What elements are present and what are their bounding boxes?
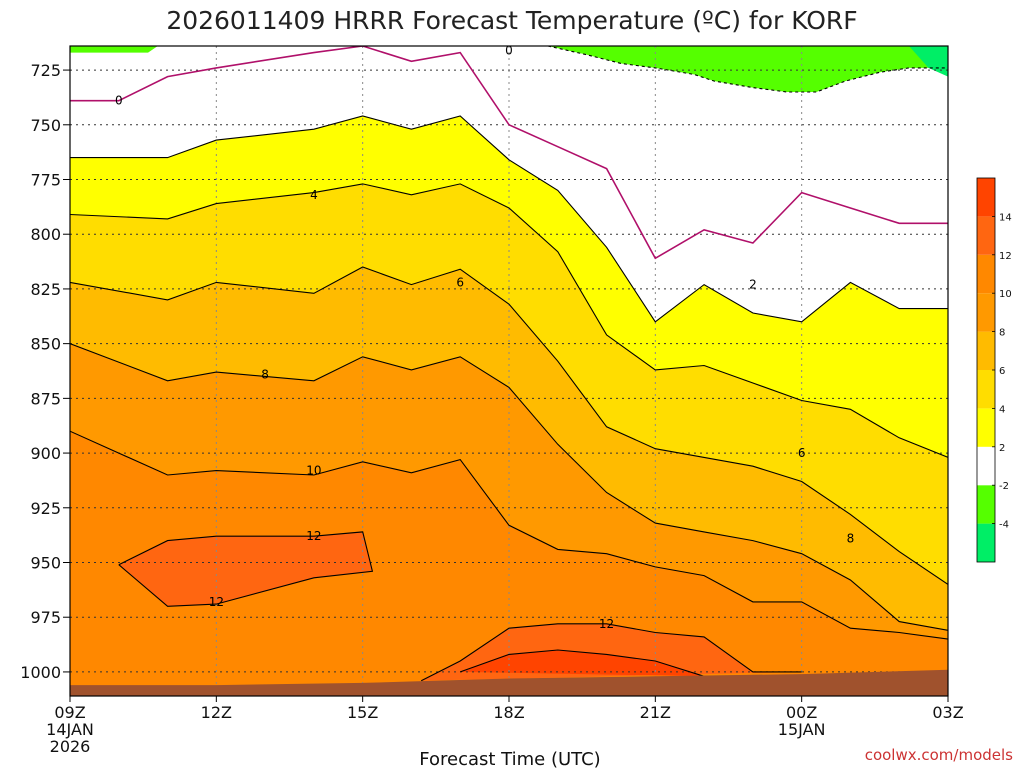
x-tick-label-5-1: 15JAN bbox=[778, 720, 826, 739]
colorbar-label-1: -2 bbox=[999, 481, 1009, 492]
colorbar-swatch-0 bbox=[977, 523, 995, 562]
colorbar-label-6: 10 bbox=[999, 289, 1012, 300]
contour-line-0-1 bbox=[70, 46, 948, 260]
contour-lines: 0 0 4 6 2 8 6 10 8 12 12 12 bbox=[70, 43, 948, 682]
x-tick-label-4-0: 21Z bbox=[640, 703, 671, 722]
colorbar-label-4: 6 bbox=[999, 366, 1005, 377]
ground-mask bbox=[70, 669, 948, 696]
contour-line-14-9 bbox=[460, 649, 705, 677]
contour-label-8: 8 bbox=[847, 531, 855, 545]
x-tick-label-0-2: 2026 bbox=[50, 737, 91, 756]
y-tick-label-775: 775 bbox=[30, 171, 61, 190]
colorbar-label-7: 12 bbox=[999, 251, 1012, 262]
contour-label-7: 10 bbox=[306, 464, 321, 478]
colorbar-label-3: 4 bbox=[999, 404, 1005, 415]
colorbar-label-5: 8 bbox=[999, 328, 1005, 339]
y-tick-label-1000: 1000 bbox=[20, 663, 61, 682]
colorbar-legend: -4 -2 2 4 6 8 10 12 14 bbox=[976, 177, 1012, 563]
colorbar-label-8: 14 bbox=[999, 212, 1012, 223]
contour-label-5: 8 bbox=[261, 367, 269, 381]
axes: 725750775800825850875900925950975100009Z… bbox=[20, 45, 964, 756]
colorbar-label-2: 2 bbox=[999, 443, 1005, 454]
x-axis-label: Forecast Time (UTC) bbox=[419, 749, 600, 768]
contour-label-6: 6 bbox=[798, 446, 806, 460]
contour-line-12-7 bbox=[118, 531, 374, 607]
grid-lines bbox=[69, 46, 949, 696]
contour-label-0: 0 bbox=[115, 94, 123, 108]
y-tick-label-900: 900 bbox=[30, 444, 61, 463]
contour-line-12-8 bbox=[420, 623, 802, 682]
x-tick-label-2-0: 15Z bbox=[347, 703, 378, 722]
contour-line-10-6 bbox=[70, 430, 948, 640]
colorbar-swatch-8 bbox=[977, 216, 995, 255]
band-cold-pocket-left bbox=[70, 46, 158, 53]
x-tick-label-6-0: 03Z bbox=[932, 703, 963, 722]
y-tick-label-850: 850 bbox=[30, 335, 61, 354]
y-tick-label-725: 725 bbox=[30, 61, 61, 80]
y-tick-label-975: 975 bbox=[30, 608, 61, 627]
colorbar-swatch-2 bbox=[977, 446, 995, 486]
band-minus4-minus2 bbox=[548, 46, 948, 92]
colorbar-swatch-3 bbox=[977, 408, 995, 447]
x-tick-label-3-0: 18Z bbox=[493, 703, 524, 722]
band-minus6-minus4 bbox=[908, 46, 948, 77]
contour-label-3: 6 bbox=[456, 275, 464, 289]
x-tick-label-0-0: 09Z bbox=[54, 703, 85, 722]
y-tick-label-925: 925 bbox=[30, 499, 61, 518]
contour-line-8-5 bbox=[70, 343, 948, 631]
contour-label-2: 4 bbox=[310, 188, 318, 202]
contour-label-4: 2 bbox=[749, 278, 757, 292]
x-tick-label-1-0: 12Z bbox=[201, 703, 232, 722]
y-tick-label-875: 875 bbox=[30, 389, 61, 408]
contour-label-1: 0 bbox=[505, 43, 513, 57]
band-minus2-2 bbox=[70, 46, 948, 322]
band-12-14-0 bbox=[118, 531, 373, 607]
y-tick-label-950: 950 bbox=[30, 553, 61, 572]
y-tick-label-825: 825 bbox=[30, 280, 61, 299]
contour-line-6-4 bbox=[70, 266, 948, 585]
y-tick-label-750: 750 bbox=[30, 116, 61, 135]
contour-label-9: 12 bbox=[306, 529, 321, 543]
chart-title: 2026011409 HRRR Forecast Temperature (ºC… bbox=[166, 6, 857, 35]
y-tick-label-800: 800 bbox=[30, 225, 61, 244]
contour-line-4-3 bbox=[70, 183, 948, 458]
colorbar-swatch-9 bbox=[977, 178, 995, 217]
x-tick-label-0-1: 14JAN bbox=[46, 720, 94, 739]
x-tick-label-5-0: 00Z bbox=[786, 703, 817, 722]
ground-terrain bbox=[70, 669, 948, 696]
contour-label-10: 12 bbox=[209, 595, 224, 609]
colorbar-swatch-6 bbox=[977, 293, 995, 332]
contour-label-11: 12 bbox=[599, 617, 614, 631]
colorbar-swatch-1 bbox=[977, 485, 995, 524]
colorbar-label-0: -4 bbox=[999, 520, 1009, 531]
colorbar-swatch-7 bbox=[977, 254, 995, 294]
colorbar-swatch-5 bbox=[977, 331, 995, 370]
colorbar-swatch-4 bbox=[977, 370, 995, 409]
contour-line-2-2 bbox=[70, 115, 948, 323]
band-14-16-0 bbox=[460, 650, 705, 677]
credit-text: coolwx.com/models bbox=[865, 746, 1013, 764]
